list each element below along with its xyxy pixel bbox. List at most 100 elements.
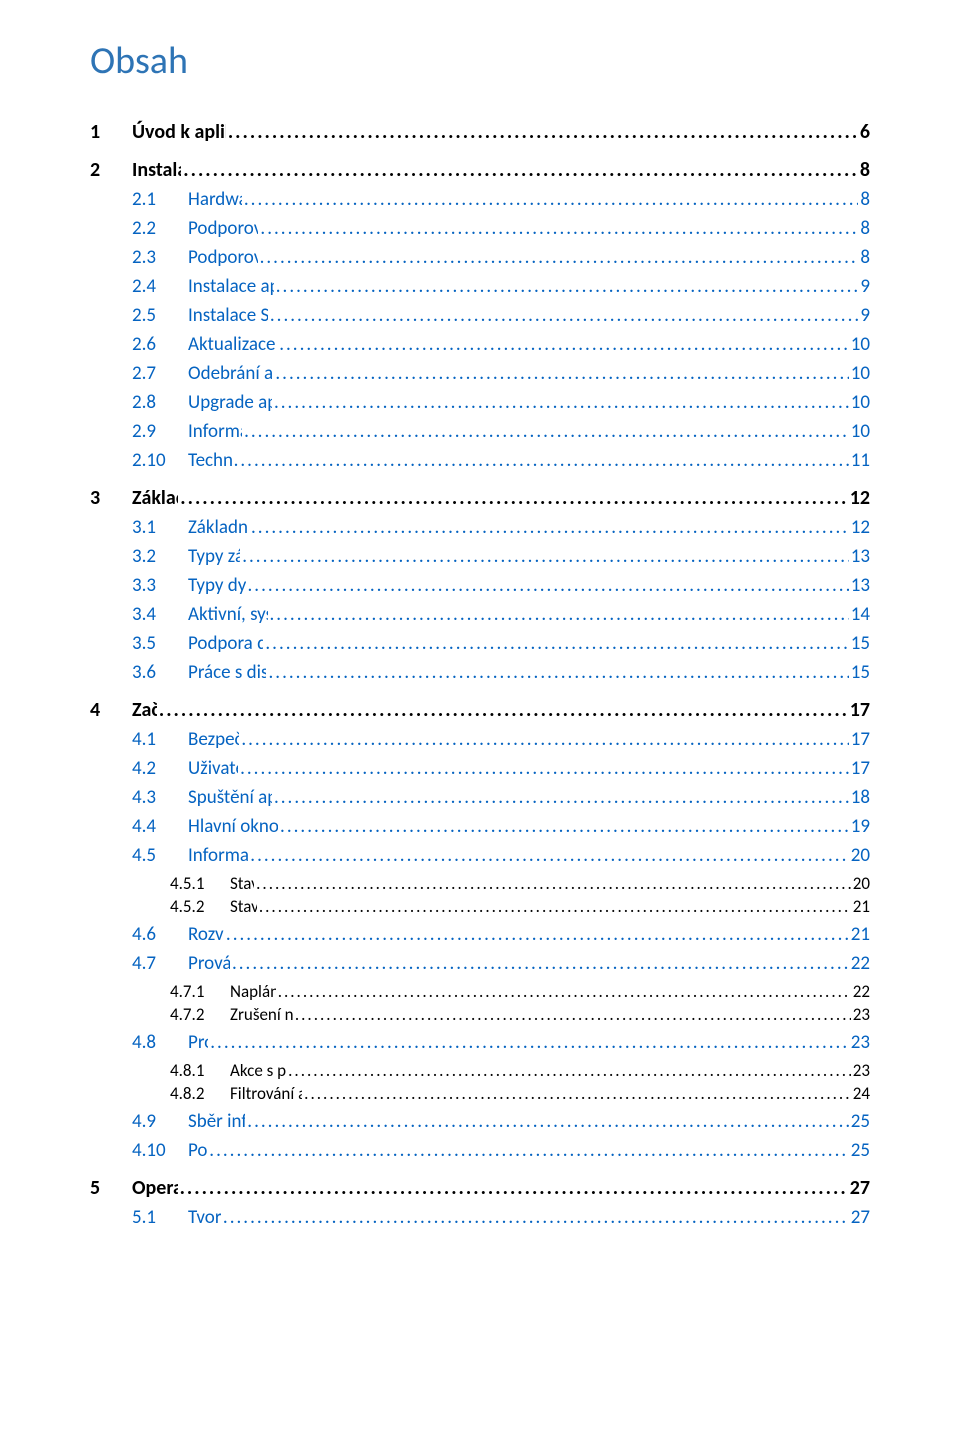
toc-entry-text: Uživatelská oprávnění (188, 757, 238, 780)
toc-entry-text: Postupy (188, 1139, 207, 1162)
toc-entry-text: Stavy disků (230, 873, 254, 894)
toc-entry-text: Podporované operační systémy (188, 217, 258, 240)
toc-entry-number: 3.4 (132, 603, 188, 626)
toc-entry-number: 5.1 (132, 1206, 188, 1229)
toc-entry[interactable]: 4.1Bezpečnostní opatření................… (132, 728, 870, 751)
toc-entry-page: 10 (851, 420, 870, 443)
toc-entry-page: 23 (851, 1031, 870, 1054)
toc-entry-text: Akce s položkami protokolu (230, 1060, 286, 1081)
toc-entry-number: 4.7 (132, 952, 188, 975)
toc-entry[interactable]: 4.2Uživatelská oprávnění................… (132, 757, 870, 780)
toc-entry-number: 2.9 (132, 420, 188, 443)
toc-leader-dots: ........................................… (244, 420, 849, 443)
toc-entry-number: 4.9 (132, 1110, 188, 1133)
toc-entry-page: 17 (850, 698, 870, 722)
toc-entry[interactable]: 4.5.2Stavy svazku.......................… (170, 896, 870, 917)
toc-leader-dots: ........................................… (274, 391, 849, 414)
toc-entry-page: 13 (851, 574, 870, 597)
toc-entry-number: 2.4 (132, 275, 188, 298)
toc-entry-number: 4.1 (132, 728, 188, 751)
toc-leader-dots: ........................................… (259, 896, 851, 917)
toc-leader-dots: ........................................… (250, 844, 848, 867)
toc-entry-number: 2.1 (132, 188, 188, 211)
toc-entry-page: 20 (851, 844, 870, 867)
toc-entry[interactable]: 4.4Hlavní okno aplikace Acronis Disk Dir… (132, 815, 870, 838)
toc-entry[interactable]: 4.7.1Naplánované operace................… (170, 981, 870, 1002)
toc-entry[interactable]: 4.5.1Stavy disků........................… (170, 873, 870, 894)
toc-entry[interactable]: 3.5Podpora dynamických typů svazků......… (132, 632, 870, 655)
toc-entry-text: Podporované systémy souborů (188, 246, 258, 269)
toc-leader-dots: ........................................… (256, 873, 851, 894)
toc-entry[interactable]: 2.4Instalace aplikace Acronis Disk Direc… (132, 275, 870, 298)
toc-entry[interactable]: 2.8Upgrade aplikace Acronis Disk Directo… (132, 391, 870, 414)
toc-entry-number: 4.8.1 (170, 1060, 230, 1081)
toc-entry-number: 2.2 (132, 217, 188, 240)
toc-entry[interactable]: 3Základní koncepce......................… (90, 486, 870, 510)
toc-leader-dots: ........................................… (244, 188, 858, 211)
toc-entry[interactable]: 4.8Protokol.............................… (132, 1031, 870, 1054)
toc-entry[interactable]: 3.2Typy základních svazků...............… (132, 545, 870, 568)
toc-entry-page: 18 (851, 786, 870, 809)
toc-entry[interactable]: 2.7Odebrání aplikace Acronis Disk Direct… (132, 362, 870, 385)
toc-entry[interactable]: 2.2Podporované operační systémy.........… (132, 217, 870, 240)
toc-entry-text: Typy základních svazků (188, 545, 240, 568)
toc-entry-page: 24 (853, 1083, 870, 1104)
toc-entry[interactable]: 4.5Informace o disku a svazku...........… (132, 844, 870, 867)
toc-entry[interactable]: 4Začínáme...............................… (90, 698, 870, 722)
toc-entry[interactable]: 4.8.1Akce s položkami protokolu.........… (170, 1060, 870, 1081)
toc-entry[interactable]: 4.3Spuštění aplikace Acronis Disk Direct… (132, 786, 870, 809)
toc-entry-number: 2.3 (132, 246, 188, 269)
toc-entry[interactable]: 3.4Aktivní, systémové a zaváděcí svazky.… (132, 603, 870, 626)
toc-entry[interactable]: 2Instalace a upgrade....................… (90, 158, 870, 182)
toc-entry[interactable]: 2.6Aktualizace aplikace Acronis Disk Dir… (132, 333, 870, 356)
toc-leader-dots: ........................................… (180, 1176, 848, 1200)
toc-entry-text: Instalace a upgrade (132, 158, 181, 182)
toc-entry[interactable]: 4.8.2Filtrování a řazení položek protoko… (170, 1083, 870, 1104)
toc-entry[interactable]: 4.7.2Zrušení naplánovaných operací......… (170, 1004, 870, 1025)
toc-entry-text: Aktivní, systémové a zaváděcí svazky (188, 603, 268, 626)
toc-entry[interactable]: 2.1Hardwarové požadavky.................… (132, 188, 870, 211)
toc-entry[interactable]: 4.10Postupy.............................… (132, 1139, 870, 1162)
toc-leader-dots: ........................................… (251, 516, 849, 539)
toc-entry[interactable]: 4.9Sběr informací o systému.............… (132, 1110, 870, 1133)
toc-entry[interactable]: 2.3Podporované systémy souborů..........… (132, 246, 870, 269)
toc-entry[interactable]: 2.10Technická podpora...................… (132, 449, 870, 472)
toc-entry-number: 2.8 (132, 391, 188, 414)
toc-entry[interactable]: 2.5Instalace Správce výběru OS Acronis..… (132, 304, 870, 327)
toc-leader-dots: ........................................… (268, 661, 848, 684)
toc-entry-number: 3.2 (132, 545, 188, 568)
toc-entry[interactable]: 4.6Rozvržení disku......................… (132, 923, 870, 946)
toc-entry-number: 4.8 (132, 1031, 188, 1054)
toc-entry-text: Stavy svazku (230, 896, 257, 917)
toc-entry-page: 20 (853, 873, 870, 894)
toc-entry-page: 13 (851, 545, 870, 568)
toc-leader-dots: ........................................… (210, 1031, 848, 1054)
toc-entry-page: 9 (860, 304, 870, 327)
toc-leader-dots: ........................................… (279, 333, 849, 356)
toc-entry-text: Základní koncepce (132, 486, 178, 510)
toc-entry-page: 12 (850, 486, 870, 510)
toc-entry[interactable]: 5Operace se svazky......................… (90, 1176, 870, 1200)
toc-entry[interactable]: 3.1Základní a dynamické disky...........… (132, 516, 870, 539)
toc-entry-page: 25 (851, 1110, 870, 1133)
toc-entry-text: Bezpečnostní opatření (188, 728, 239, 751)
toc-entry-text: Provádění operací (188, 952, 230, 975)
toc-leader-dots: ........................................… (280, 815, 849, 838)
toc-leader-dots: ........................................… (209, 1139, 848, 1162)
toc-entry-text: Začínáme (132, 698, 157, 722)
toc-entry-page: 11 (851, 449, 870, 472)
toc-entry-page: 12 (851, 516, 870, 539)
toc-entry[interactable]: 5.1Tvorba svazku........................… (132, 1206, 870, 1229)
toc-leader-dots: ........................................… (304, 1083, 851, 1104)
toc-entry-page: 10 (851, 362, 870, 385)
toc-entry[interactable]: 3.6Práce s disky s velikostí sektorů 4 k… (132, 661, 870, 684)
toc-leader-dots: ........................................… (159, 698, 848, 722)
toc-entry[interactable]: 4.7Provádění operací....................… (132, 952, 870, 975)
toc-leader-dots: ........................................… (248, 574, 849, 597)
toc-leader-dots: ........................................… (183, 158, 858, 182)
toc-entry[interactable]: 3.3Typy dynamických svazků..............… (132, 574, 870, 597)
toc-leader-dots: ........................................… (265, 632, 848, 655)
toc-entry-number: 2.7 (132, 362, 188, 385)
toc-entry[interactable]: 2.9Informace o demo verzi...............… (132, 420, 870, 443)
toc-entry[interactable]: 1Úvod k aplikaci Acronis Disk Director 1… (90, 120, 870, 144)
